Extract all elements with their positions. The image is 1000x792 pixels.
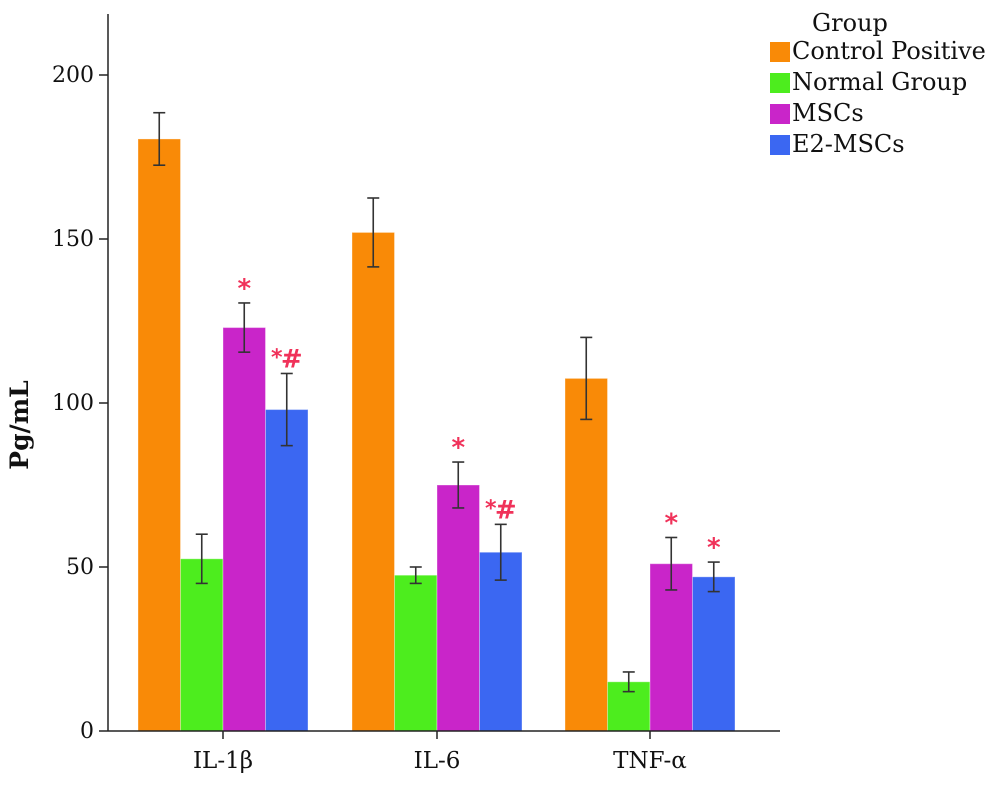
legend-swatch <box>770 135 790 155</box>
significance-hash: # <box>281 344 303 374</box>
bar <box>479 551 523 732</box>
y-tick-label: 0 <box>80 719 94 744</box>
y-tick-label: 50 <box>66 555 94 580</box>
legend-swatch <box>770 73 790 93</box>
legend-entry: MSCs <box>792 99 864 127</box>
y-tick-label: 100 <box>52 391 94 416</box>
significance-star: * <box>485 496 497 521</box>
legend-entry: Normal Group <box>792 68 967 96</box>
significance-star: * <box>271 345 283 370</box>
bar <box>394 574 438 732</box>
significance-star: * <box>451 433 465 463</box>
legend-swatch <box>770 104 790 124</box>
bar <box>692 576 736 732</box>
bar <box>265 409 309 732</box>
x-axis: IL-1β IL-6 TNF-α <box>108 730 780 774</box>
y-axis: 0 50 100 150 200 <box>52 14 109 744</box>
significance-hash: # <box>495 495 517 525</box>
significance-star: * <box>237 274 251 304</box>
legend-entry: Control Positive <box>792 37 986 65</box>
plot-area: **#**# ** <box>137 111 736 732</box>
bar <box>649 563 693 732</box>
bar <box>137 138 181 732</box>
significance-star: * <box>707 533 721 563</box>
bar <box>222 327 266 732</box>
bar <box>180 558 224 732</box>
bar <box>436 484 480 732</box>
bar <box>564 377 608 732</box>
x-tick-label: TNF-α <box>613 748 687 774</box>
bar <box>351 231 395 732</box>
y-tick-label: 150 <box>52 227 94 252</box>
legend: Group Control Positive Normal Group MSCs E2… <box>770 9 986 158</box>
legend-swatch <box>770 42 790 62</box>
significance-star: * <box>664 508 678 538</box>
y-tick-label: 200 <box>52 63 94 88</box>
x-tick-label: IL-6 <box>414 748 461 774</box>
legend-title: Group <box>812 9 888 37</box>
y-axis-label: Pg/mL <box>5 380 34 470</box>
legend-entry: E2-MSCs <box>792 130 905 158</box>
x-tick-label: IL-1β <box>193 748 253 774</box>
